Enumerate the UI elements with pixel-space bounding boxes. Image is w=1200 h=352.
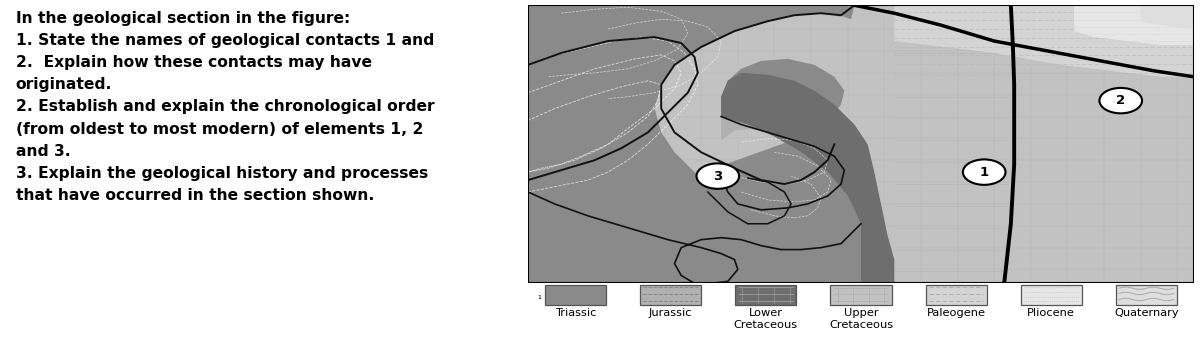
Text: 1: 1 (979, 166, 989, 178)
Text: Pliocene: Pliocene (1027, 308, 1075, 318)
Polygon shape (1141, 5, 1194, 29)
Polygon shape (528, 5, 1194, 283)
Bar (1116, 285, 1177, 306)
Bar (925, 285, 986, 306)
Text: Paleogene: Paleogene (926, 308, 985, 318)
Text: 2: 2 (1116, 94, 1126, 107)
Text: Cretaceous: Cretaceous (733, 320, 798, 330)
Bar (830, 285, 892, 306)
Circle shape (1099, 88, 1142, 113)
Text: Triassic: Triassic (554, 308, 596, 318)
Circle shape (696, 163, 739, 189)
Circle shape (962, 159, 1006, 185)
Polygon shape (528, 5, 862, 283)
Bar (736, 285, 797, 306)
Text: Quaternary: Quaternary (1114, 308, 1178, 318)
Bar (545, 285, 606, 306)
Text: Cretaceous: Cretaceous (829, 320, 893, 330)
Text: Jurassic: Jurassic (649, 308, 692, 318)
Polygon shape (528, 5, 875, 283)
Polygon shape (1074, 5, 1194, 45)
Text: Lower: Lower (749, 308, 782, 318)
Text: 3: 3 (713, 170, 722, 183)
Bar (1021, 285, 1082, 306)
Bar (640, 285, 701, 306)
Polygon shape (894, 5, 1194, 77)
Text: Upper: Upper (844, 308, 878, 318)
Polygon shape (721, 73, 894, 283)
Text: In the geological section in the figure:
1. State the names of geological contac: In the geological section in the figure:… (16, 11, 434, 203)
Text: ¹: ¹ (538, 295, 541, 305)
